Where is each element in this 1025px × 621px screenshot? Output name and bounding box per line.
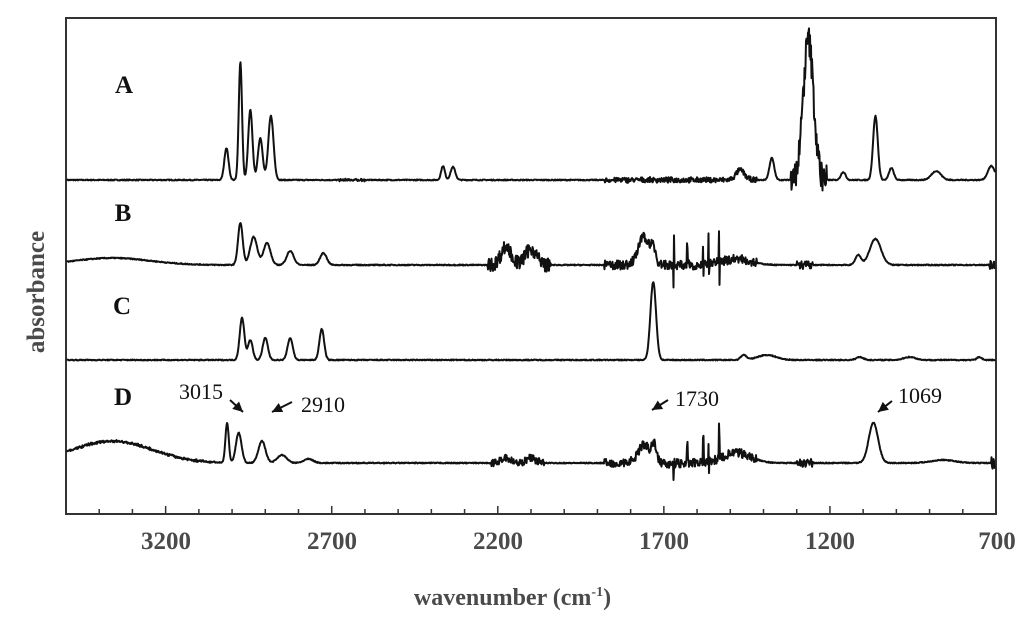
trace-d bbox=[66, 421, 996, 481]
x-axis-label: wavenumber (cm-1) bbox=[0, 585, 1025, 612]
x-tick-label-1700: 1700 bbox=[639, 528, 689, 555]
x-tick-label-700: 700 bbox=[978, 528, 1016, 555]
x-axis-label-main: wavenumber (cm bbox=[413, 585, 592, 611]
trace-a bbox=[66, 27, 996, 192]
annotation-1730: 1730 bbox=[675, 386, 719, 411]
arrow-icon-1069 bbox=[878, 401, 889, 412]
x-axis-label-sup: -1 bbox=[591, 585, 604, 600]
trace-label-b: B bbox=[114, 200, 132, 227]
trace-b bbox=[66, 222, 996, 289]
trace-c bbox=[66, 281, 996, 362]
spectra-traces bbox=[66, 27, 996, 481]
x-tick-label-3200: 3200 bbox=[141, 528, 191, 555]
plot-frame bbox=[65, 17, 997, 515]
trace-label-c: C bbox=[112, 293, 132, 320]
x-tick-label-2700: 2700 bbox=[307, 528, 357, 555]
arrow-icon-2910 bbox=[272, 403, 284, 412]
x-tick-label-1200: 1200 bbox=[805, 528, 855, 555]
annotation-3015: 3015 bbox=[179, 379, 223, 404]
x-axis-ticks bbox=[98, 506, 964, 514]
x-axis-label-close: ) bbox=[603, 585, 612, 611]
y-axis-label: absorbance bbox=[23, 230, 50, 354]
annotation-1069: 1069 bbox=[898, 383, 942, 408]
arrow-icon-3015 bbox=[232, 401, 243, 412]
annotation-2910: 2910 bbox=[301, 392, 345, 417]
x-tick-label-2200: 2200 bbox=[473, 528, 523, 555]
trace-label-a: A bbox=[114, 72, 134, 99]
trace-label-d: D bbox=[113, 384, 133, 411]
annotation-arrows bbox=[229, 399, 893, 413]
arrow-icon-1730 bbox=[652, 400, 664, 410]
